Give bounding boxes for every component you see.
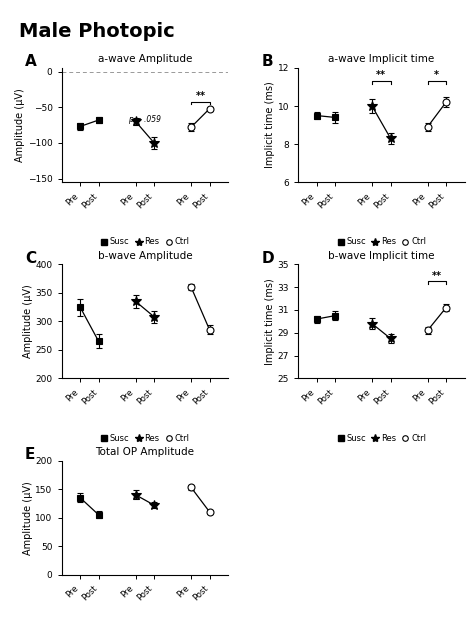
Text: Male Photopic: Male Photopic	[19, 22, 175, 41]
Y-axis label: Amplitude (µV): Amplitude (µV)	[15, 88, 25, 162]
Text: B: B	[261, 54, 273, 69]
Text: D: D	[261, 250, 274, 266]
Text: E: E	[25, 447, 36, 462]
Legend: Susc, Res, Ctrl: Susc, Res, Ctrl	[100, 434, 190, 442]
Y-axis label: Amplitude (µV): Amplitude (µV)	[23, 284, 33, 358]
Text: **: **	[376, 70, 386, 80]
Y-axis label: Amplitude (µV): Amplitude (µV)	[23, 481, 33, 554]
Title: Total OP Amplitude: Total OP Amplitude	[95, 447, 194, 457]
Text: **: **	[195, 91, 205, 101]
Y-axis label: Implicit time (ms): Implicit time (ms)	[264, 82, 275, 169]
Legend: Susc, Res, Ctrl: Susc, Res, Ctrl	[337, 434, 426, 442]
Title: b-wave Implicit time: b-wave Implicit time	[328, 251, 435, 261]
Text: *: *	[434, 70, 439, 80]
Text: p = .059: p = .059	[128, 116, 161, 124]
Legend: Susc, Res, Ctrl: Susc, Res, Ctrl	[100, 237, 190, 247]
Text: **: **	[432, 271, 442, 281]
Title: a-wave Implicit time: a-wave Implicit time	[328, 54, 434, 64]
Title: b-wave Amplitude: b-wave Amplitude	[98, 251, 192, 261]
Text: A: A	[25, 54, 37, 69]
Y-axis label: Implicit time (ms): Implicit time (ms)	[264, 278, 275, 365]
Title: a-wave Amplitude: a-wave Amplitude	[98, 54, 192, 64]
Legend: Susc, Res, Ctrl: Susc, Res, Ctrl	[337, 237, 426, 247]
Text: C: C	[25, 250, 36, 266]
